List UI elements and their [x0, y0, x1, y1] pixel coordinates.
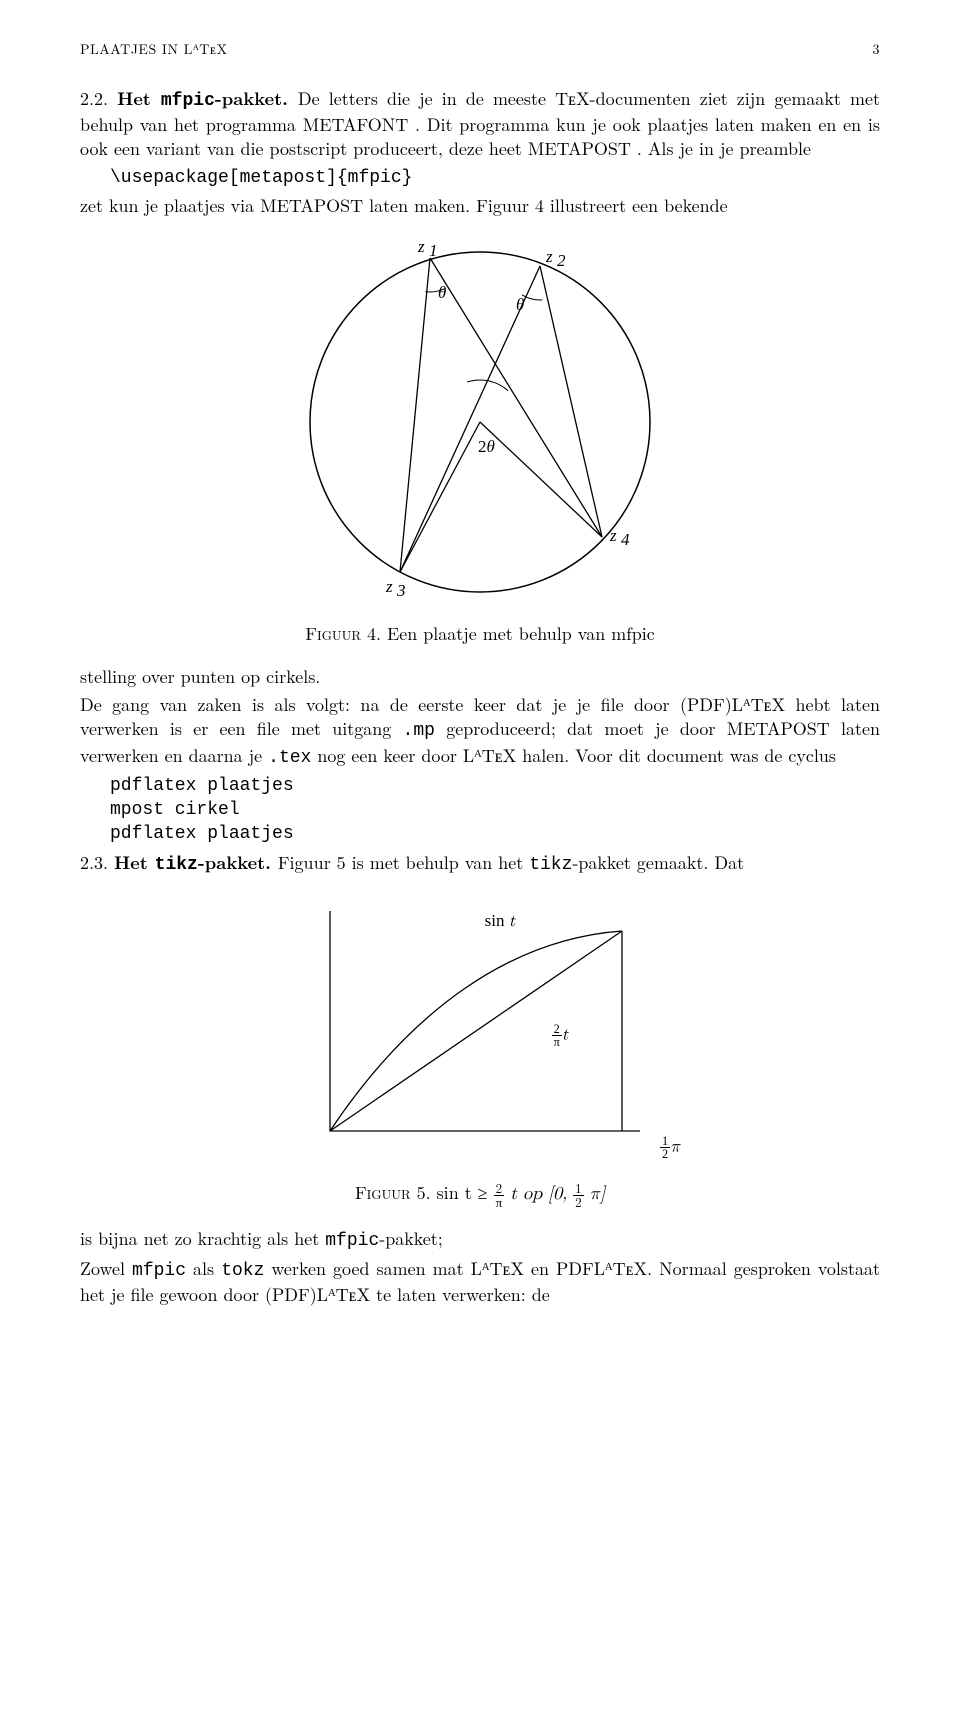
sec-num: 2.3. — [80, 850, 108, 875]
caption-label: Figuur 4. — [305, 621, 381, 646]
sec-title: Het tikz-pakket. — [114, 850, 278, 875]
caption-text: π] — [590, 1185, 606, 1203]
svg-text:3: 3 — [396, 581, 406, 600]
para-text: . Als je in je preamble — [637, 136, 811, 161]
fraction: 2π — [494, 1182, 505, 1209]
metapost: METAPOST — [528, 136, 631, 161]
code-cycle: pdflatex plaatjes mpost cirkel pdflatex … — [110, 774, 880, 847]
figure-5: sin t2πt12π — [80, 891, 880, 1171]
svg-text:θ: θ — [438, 283, 446, 302]
sine-plot-svg: sin t2πt12π — [270, 891, 690, 1171]
svg-text:2: 2 — [557, 251, 566, 270]
para-text: Zowel mfpic als tokz werken goed samen m… — [80, 1257, 880, 1308]
code-usepackage: \usepackage[metapost]{mfpic} — [110, 166, 880, 190]
para-text: stelling over punten op cirkels. — [80, 665, 880, 689]
figure-4: z1z2z3z4θθ2θ — [80, 232, 880, 612]
svg-text:z: z — [385, 577, 393, 596]
svg-text:z: z — [417, 237, 425, 256]
metafont: METAFONT — [303, 112, 409, 137]
caption-text: sin t ≥ — [437, 1180, 494, 1205]
svg-text:z: z — [545, 247, 553, 266]
para-text: De gang van zaken is als volgt: na de ee… — [80, 693, 880, 770]
figure-5-caption: Figuur 5. sin t ≥ 2π t op [0, 12 π] — [80, 1181, 880, 1209]
svg-text:4: 4 — [621, 530, 630, 549]
fraction: 12 — [573, 1182, 583, 1209]
sec-title: Het mfpic-pakket. — [117, 86, 298, 111]
page-number: 3 — [873, 40, 881, 59]
running-header: PLAATJES IN LᴬTᴇX 3 — [80, 40, 880, 59]
circle-diagram-svg: z1z2z3z4θθ2θ — [290, 232, 670, 612]
header-title: PLAATJES IN LᴬTᴇX — [80, 40, 228, 59]
sec-num: 2.2. — [80, 86, 108, 111]
caption-text: Een plaatje met behulp van mfpic — [381, 621, 655, 646]
svg-text:1: 1 — [429, 241, 438, 260]
para-text: zet kun je plaatjes via METAPOST laten m… — [80, 194, 880, 218]
svg-text:2θ: 2θ — [478, 437, 495, 456]
caption-text: t op [0, — [510, 1185, 573, 1203]
svg-text:θ: θ — [516, 295, 524, 314]
figure-4-caption: Figuur 4. Een plaatje met behulp van mfp… — [80, 622, 880, 646]
para-text: Figuur 5 is met behulp van het — [278, 850, 529, 875]
caption-label: Figuur 5. — [355, 1180, 431, 1205]
section-2-3: 2.3. Het tikz-pakket. Figuur 5 is met be… — [80, 851, 880, 877]
para-text: is bijna net zo krachtig als het mfpic-p… — [80, 1227, 880, 1253]
section-2-2: 2.2. Het mfpic-pakket. De letters die je… — [80, 87, 880, 162]
svg-text:z: z — [609, 526, 617, 545]
